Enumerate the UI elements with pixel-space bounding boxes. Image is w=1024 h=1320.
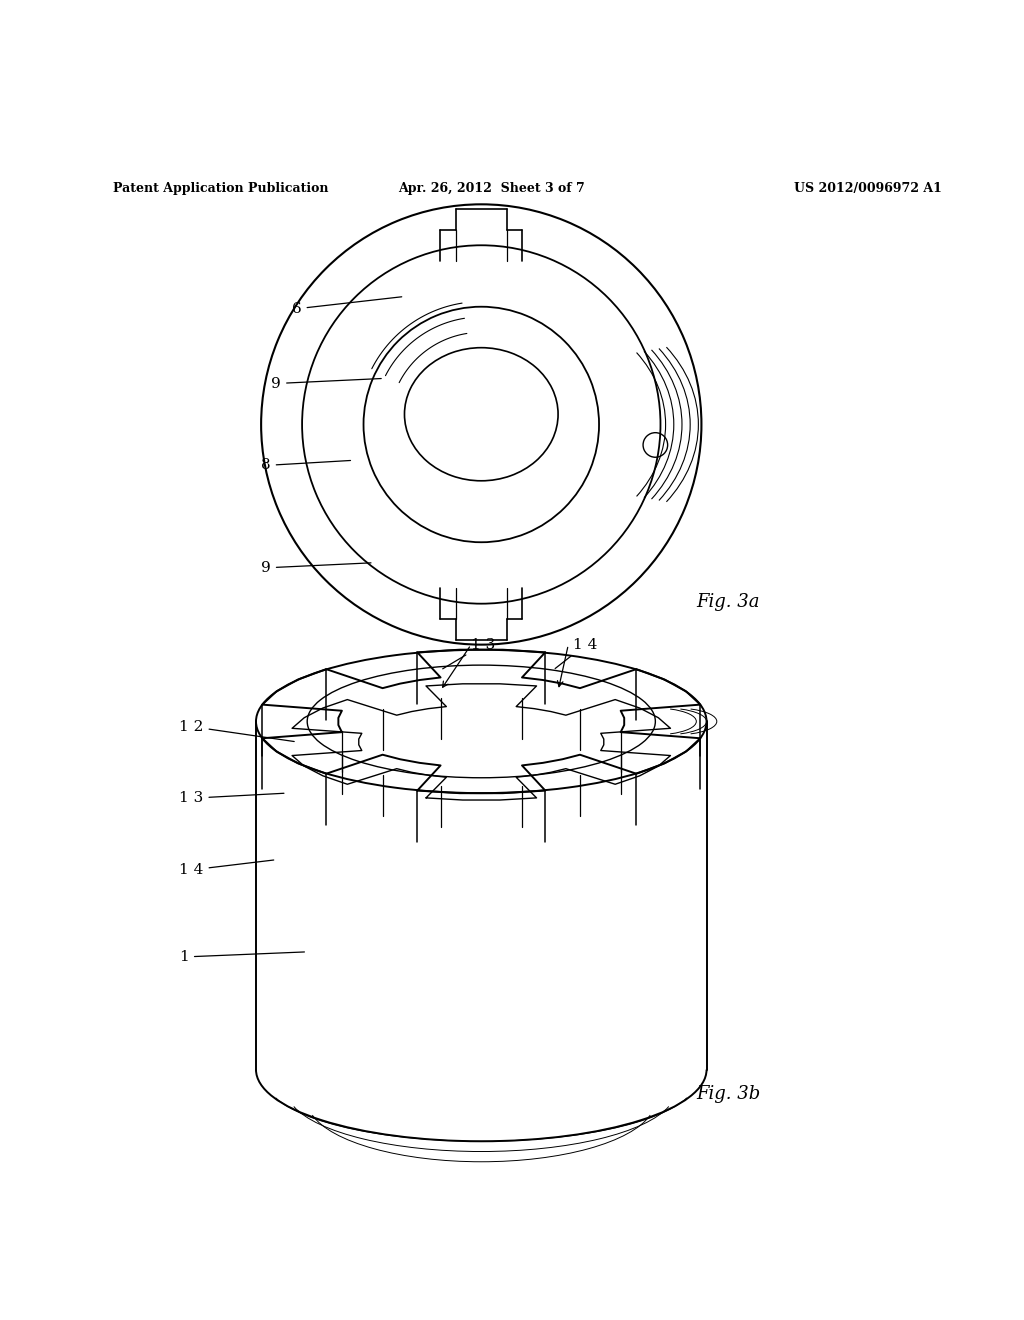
Text: Fig. 3a: Fig. 3a xyxy=(696,594,760,611)
Text: Fig. 3b: Fig. 3b xyxy=(696,1085,761,1104)
Text: 1 3: 1 3 xyxy=(442,638,496,669)
Text: 8: 8 xyxy=(261,458,350,473)
Text: 9: 9 xyxy=(271,376,381,391)
Text: US 2012/0096972 A1: US 2012/0096972 A1 xyxy=(795,182,942,195)
Text: 1 4: 1 4 xyxy=(555,638,598,668)
Text: 1 2: 1 2 xyxy=(179,719,294,742)
Text: 6: 6 xyxy=(292,297,401,315)
Text: Patent Application Publication: Patent Application Publication xyxy=(113,182,328,195)
Text: Apr. 26, 2012  Sheet 3 of 7: Apr. 26, 2012 Sheet 3 of 7 xyxy=(398,182,585,195)
Text: 9: 9 xyxy=(261,561,371,574)
Text: 1: 1 xyxy=(179,950,304,964)
Text: 1 3: 1 3 xyxy=(179,791,284,805)
Text: 1 4: 1 4 xyxy=(179,861,273,876)
